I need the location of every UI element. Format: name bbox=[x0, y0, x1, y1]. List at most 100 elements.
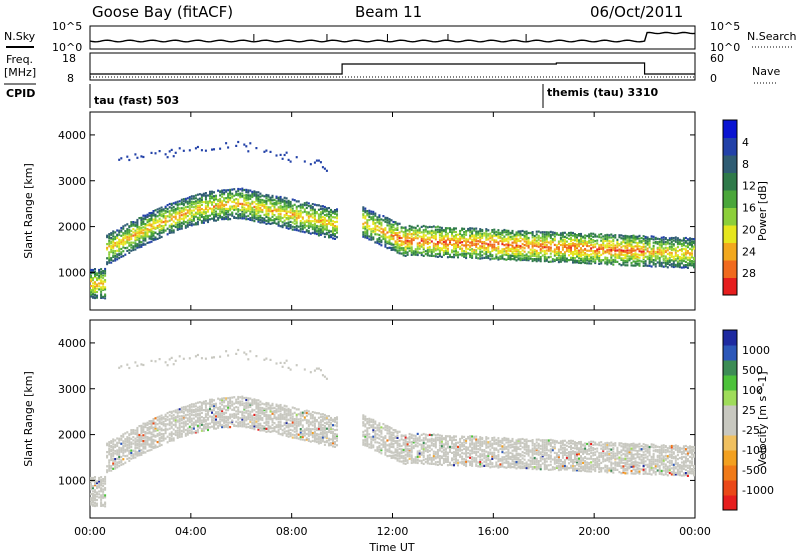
velocity-cell bbox=[144, 441, 147, 444]
power-cell bbox=[180, 207, 183, 210]
power-cell bbox=[283, 215, 286, 218]
power-cell bbox=[98, 270, 101, 273]
power-cell bbox=[225, 200, 228, 204]
power-cell bbox=[600, 260, 603, 263]
velocity-cell bbox=[323, 413, 326, 417]
power-cell bbox=[303, 222, 306, 225]
power-cell bbox=[410, 248, 413, 251]
power-cell bbox=[136, 236, 139, 239]
power-cell bbox=[134, 235, 137, 238]
velocity-cell bbox=[198, 407, 201, 410]
power-cell bbox=[237, 192, 240, 195]
velocity-cell bbox=[146, 441, 149, 444]
power-cell bbox=[287, 204, 290, 207]
power-cell bbox=[481, 236, 484, 239]
velocity-cell bbox=[311, 420, 314, 423]
power-cell bbox=[664, 265, 667, 268]
power-cell bbox=[158, 212, 161, 215]
velocity-cell bbox=[336, 421, 339, 424]
power-cell bbox=[96, 274, 99, 277]
velocity-cell bbox=[281, 429, 284, 432]
power-cell bbox=[489, 232, 492, 235]
power-cell bbox=[660, 251, 663, 254]
power-cell bbox=[634, 241, 637, 244]
power-cell bbox=[418, 229, 421, 232]
power-cell bbox=[110, 258, 113, 261]
power-cell bbox=[196, 206, 199, 209]
velocity-cell bbox=[295, 364, 298, 367]
power-cell bbox=[106, 248, 109, 251]
power-cell bbox=[570, 240, 573, 243]
velocity-cell bbox=[273, 427, 276, 430]
velocity-cell bbox=[100, 484, 103, 487]
velocity-cell bbox=[309, 430, 312, 433]
power-cell bbox=[537, 259, 540, 262]
power-cell bbox=[390, 237, 393, 240]
power-cell bbox=[449, 228, 452, 231]
power-cell bbox=[303, 208, 306, 211]
power-cell bbox=[444, 239, 447, 242]
velocity-cell bbox=[245, 404, 248, 407]
velocity-cell bbox=[92, 504, 95, 507]
velocity-cell bbox=[142, 445, 145, 448]
velocity-cell bbox=[184, 422, 187, 425]
power-cell bbox=[570, 246, 573, 249]
power-cell bbox=[515, 248, 518, 251]
power-cell bbox=[678, 264, 681, 267]
power-cell bbox=[616, 256, 619, 259]
power-cell bbox=[686, 244, 689, 247]
power-cell bbox=[237, 202, 240, 205]
power-cell bbox=[231, 214, 234, 217]
power-cell bbox=[626, 246, 629, 250]
velocity-cell bbox=[190, 428, 193, 431]
power-cell bbox=[537, 252, 540, 255]
power-cell bbox=[150, 237, 153, 240]
velocity-cell bbox=[134, 456, 137, 459]
power-cell bbox=[194, 202, 197, 205]
velocity-cell bbox=[186, 427, 189, 430]
velocity-cell bbox=[221, 414, 224, 417]
power-cell bbox=[245, 218, 248, 221]
power-cell bbox=[118, 238, 121, 241]
power-cell bbox=[150, 229, 153, 232]
power-cell bbox=[94, 281, 97, 284]
power-cell bbox=[630, 257, 633, 260]
power-cell bbox=[144, 216, 147, 219]
power-cell bbox=[374, 226, 377, 229]
velocity-cell bbox=[150, 421, 153, 424]
velocity-cell bbox=[200, 411, 203, 414]
power-cell bbox=[126, 228, 129, 231]
velocity-cell bbox=[144, 435, 147, 438]
power-cell bbox=[249, 142, 252, 145]
velocity-cell bbox=[164, 427, 167, 431]
power-cell bbox=[168, 212, 171, 215]
velocity-cell bbox=[168, 420, 171, 423]
power-cell bbox=[689, 253, 692, 256]
power-cell bbox=[305, 220, 308, 223]
power-cell bbox=[241, 213, 244, 216]
power-cell bbox=[263, 221, 266, 224]
velocity-cell bbox=[184, 416, 187, 419]
power-cell bbox=[453, 239, 456, 242]
velocity-cell bbox=[321, 423, 324, 427]
power-cell bbox=[126, 238, 129, 241]
velocity-cell bbox=[170, 439, 173, 442]
velocity-cell bbox=[138, 443, 141, 446]
power-cell bbox=[604, 261, 607, 264]
velocity-cell bbox=[251, 410, 254, 413]
power-cell bbox=[541, 254, 544, 257]
velocity-cell bbox=[198, 426, 201, 429]
power-cell bbox=[368, 213, 371, 216]
power-cell bbox=[317, 159, 320, 162]
power-cell bbox=[154, 215, 157, 218]
power-cell bbox=[497, 236, 500, 239]
power-cell bbox=[442, 238, 445, 241]
power-cell bbox=[237, 210, 240, 213]
power-cell bbox=[279, 225, 282, 228]
power-cell bbox=[465, 244, 468, 247]
power-cell bbox=[319, 228, 322, 231]
nave-tick-bottom: 0 bbox=[710, 72, 717, 85]
velocity-cell bbox=[241, 418, 244, 421]
power-cell bbox=[319, 205, 322, 208]
velocity-cell bbox=[233, 402, 236, 405]
